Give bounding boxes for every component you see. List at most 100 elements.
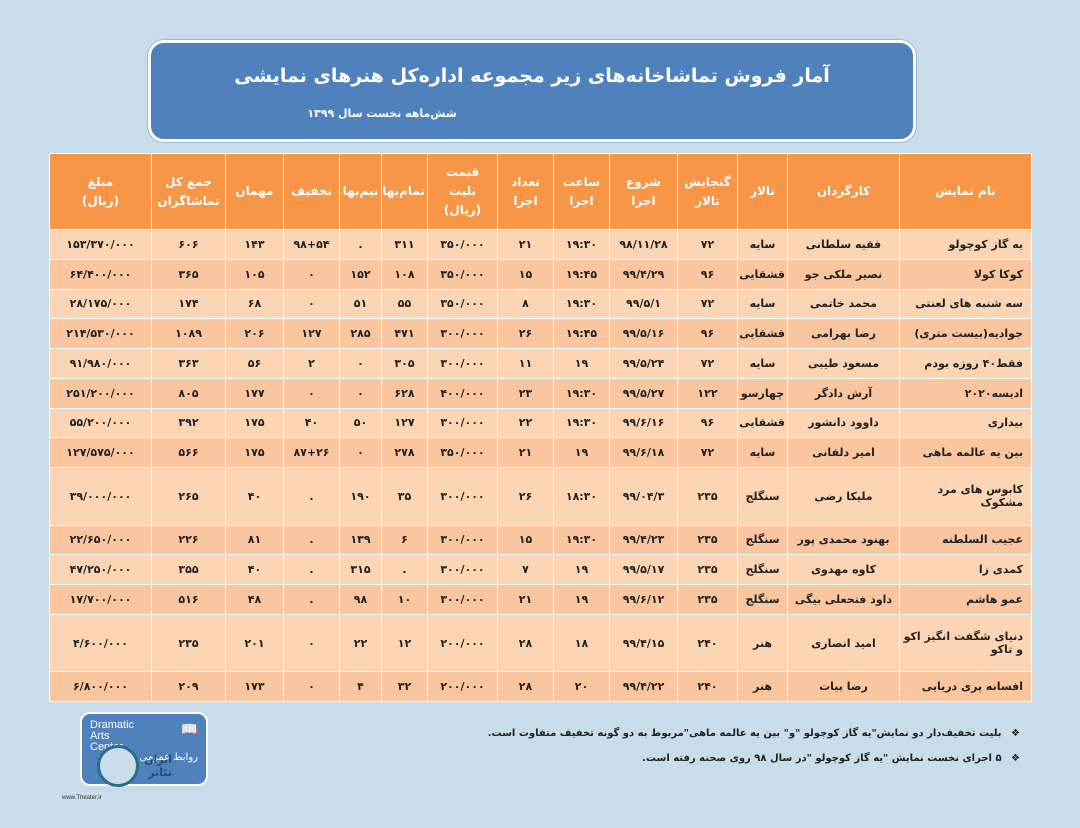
cell-performance-count: ۷	[497, 554, 554, 586]
open-book-icon: 📖	[180, 722, 198, 738]
iran-theater-emblem: ایران تئاتر www.Theater.ir	[52, 745, 172, 805]
cell-discount-count: ۰	[283, 377, 340, 409]
cell-ticket-price: ۳۰۰/۰۰۰	[427, 584, 498, 615]
page-title: آمار فروش تماشاخانه‌های زیر مجموعه اداره…	[234, 65, 830, 87]
cell-start-date: ۹۹/۶/۱۸	[609, 437, 678, 469]
cell-full-price-count: ۶۲۸	[381, 377, 428, 409]
cell-show-name: عجیب السلطنه	[899, 524, 1032, 556]
cell-revenue: ۲۲/۶۵۰/۰۰۰	[49, 524, 152, 556]
cell-performance-count: ۱۱	[497, 348, 554, 379]
emblem-name: ایران تئاتر	[144, 753, 172, 779]
cell-ticket-price: ۳۰۰/۰۰۰	[427, 467, 498, 526]
sales-table: نام نمایش کارگردان تالار گنجایش تالار شروع ا…	[49, 153, 1032, 702]
cell-hall: هنر	[737, 613, 788, 673]
cell-hall: قشقایی	[737, 318, 788, 350]
cell-show-name: یه گاز کوچولو	[899, 229, 1032, 260]
cell-total-audience: ۱۷۴	[151, 288, 226, 320]
cell-hall: سایه	[737, 229, 788, 260]
cell-show-name: افسانه پری دریایی	[899, 671, 1032, 702]
cell-total-audience: ۵۱۶	[151, 584, 226, 615]
cell-guest-count: ۱۷۷	[225, 377, 284, 409]
cell-start-date: ۹۸/۱۱/۲۸	[609, 229, 678, 260]
cell-half-price-count: ۳۱۵	[339, 554, 382, 586]
cell-hall-capacity: ۲۳۵	[677, 584, 738, 615]
cell-show-time: ۱۹:۳۰	[553, 288, 610, 320]
cell-full-price-count: ۲۷۸	[381, 437, 428, 469]
cell-hall-capacity: ۷۲	[677, 288, 738, 320]
table-row: کابوس های مرد مشکوک ملیکا رضی سنگلج ۲۳۵ ۹۹/۰…	[49, 467, 1032, 526]
cell-hall: چهارسو	[737, 377, 788, 409]
cell-full-price-count: ۳۱۱	[381, 229, 428, 260]
cell-performance-count: ۲۸	[497, 613, 554, 673]
cell-director: رضا بیات	[787, 671, 900, 702]
cell-discount-count: .	[283, 554, 340, 586]
cell-half-price-count: ۰	[339, 348, 382, 379]
column-header-show-name: نام نمایش	[899, 153, 1032, 230]
table-row: بیداری داوود دانشور قشقایی ۹۶ ۹۹/۶/۱۶ ۱۹:۳۰ ۲۲…	[49, 407, 1032, 439]
cell-discount-count: ۰	[283, 288, 340, 320]
cell-director: آرش دادگر	[787, 377, 900, 409]
cell-hall: سنگلج	[737, 584, 788, 615]
cell-hall: سایه	[737, 348, 788, 379]
footnote: ❖ ۵ اجرای نخست نمایش "یه گاز کوچولو "در …	[460, 753, 1020, 764]
cell-director: مسعود طیبی	[787, 348, 900, 379]
table-row: سه شنبه های لعنتی محمد خاتمی سایه ۷۲ ۹۹/۵/۱ ۱…	[49, 288, 1032, 320]
column-header-hall: تالار	[737, 153, 788, 230]
cell-guest-count: ۴۰	[225, 554, 284, 586]
cell-show-name: کمدی زا	[899, 554, 1032, 586]
cell-hall: سایه	[737, 437, 788, 469]
column-header-total-audience: جمع کل تماشاگران	[151, 153, 226, 230]
cell-start-date: ۹۹/۰۴/۳	[609, 467, 678, 526]
bullet-icon: ❖	[1011, 728, 1020, 739]
cell-guest-count: ۱۷۵	[225, 407, 284, 439]
table-row: یه گاز کوچولو فقیه سلطانی سایه ۷۲ ۹۸/۱۱/۲۸ ۱۹…	[49, 229, 1032, 260]
cell-full-price-count: ۳۰۵	[381, 348, 428, 379]
footnote-text: ۵ اجرای نخست نمایش "یه گاز کوچولو "در سا…	[642, 753, 1002, 764]
cell-performance-count: ۲۱	[497, 229, 554, 260]
cell-total-audience: ۳۶۵	[151, 258, 226, 290]
cell-full-price-count: ۶	[381, 524, 428, 556]
cell-show-name: عمو هاشم	[899, 584, 1032, 615]
bullet-icon: ❖	[1011, 753, 1020, 764]
cell-show-time: ۱۹:۳۰	[553, 229, 610, 260]
cell-revenue: ۳۹/۰۰۰/۰۰۰	[49, 467, 152, 526]
table-row: بین یه عالمه ماهی امیر دلفانی سایه ۷۲ ۹۹/۶/۱…	[49, 437, 1032, 469]
cell-guest-count: ۵۶	[225, 348, 284, 379]
cell-discount-count: ۴۰	[283, 407, 340, 439]
table-row: عمو هاشم داود فتحعلی بیگی سنگلج ۲۳۵ ۹۹/۶/۱۲ ۱…	[49, 584, 1032, 615]
column-header-full-price-count: تمام‌بها	[381, 153, 428, 230]
column-header-ticket-price: قیمت بلیت (ریال)	[427, 153, 498, 230]
cell-half-price-count: ۴	[339, 671, 382, 702]
cell-ticket-price: ۲۰۰/۰۰۰	[427, 613, 498, 673]
cell-director: کاوه مهدوی	[787, 554, 900, 586]
cell-performance-count: ۸	[497, 288, 554, 320]
cell-show-time: ۱۹	[553, 348, 610, 379]
cell-hall: سنگلج	[737, 467, 788, 526]
cell-guest-count: ۲۰۱	[225, 613, 284, 673]
cell-director: نصیر ملکی جو	[787, 258, 900, 290]
cell-performance-count: ۲۱	[497, 584, 554, 615]
cell-hall: سنگلج	[737, 524, 788, 556]
cell-performance-count: ۲۲	[497, 407, 554, 439]
table-row: کوکا کولا نصیر ملکی جو قشقایی ۹۶ ۹۹/۴/۲۹ ۱۹:۴…	[49, 258, 1032, 290]
footnote: ❖ بلیت تخفیف‌دار دو نمایش"یه گاز کوچولو …	[460, 728, 1020, 739]
cell-director: امید انصاری	[787, 613, 900, 673]
cell-ticket-price: ۳۰۰/۰۰۰	[427, 318, 498, 350]
cell-hall-capacity: ۱۲۲	[677, 377, 738, 409]
cell-discount-count: ۹۸+۵۴	[283, 229, 340, 260]
column-header-discount-count: تخفیف	[283, 153, 340, 230]
footnotes: ❖ بلیت تخفیف‌دار دو نمایش"یه گاز کوچولو …	[460, 728, 1020, 778]
cell-guest-count: ۴۰	[225, 467, 284, 526]
cell-revenue: ۲۸/۱۷۵/۰۰۰	[49, 288, 152, 320]
table-body: یه گاز کوچولو فقیه سلطانی سایه ۷۲ ۹۸/۱۱/۲۸ ۱۹…	[49, 229, 1032, 702]
cell-guest-count: ۱۷۵	[225, 437, 284, 469]
cell-revenue: ۴۷/۲۵۰/۰۰۰	[49, 554, 152, 586]
cell-performance-count: ۲۳	[497, 377, 554, 409]
cell-full-price-count: ۱۲	[381, 613, 428, 673]
cell-guest-count: ۲۰۶	[225, 318, 284, 350]
cell-half-price-count: ۱۵۲	[339, 258, 382, 290]
cell-start-date: ۹۹/۵/۱۷	[609, 554, 678, 586]
cell-total-audience: ۸۰۵	[151, 377, 226, 409]
table-row: فقط۴۰ روزه بودم مسعود طیبی سایه ۷۲ ۹۹/۵/۲۴ ۱۹…	[49, 348, 1032, 379]
cell-total-audience: ۲۲۶	[151, 524, 226, 556]
